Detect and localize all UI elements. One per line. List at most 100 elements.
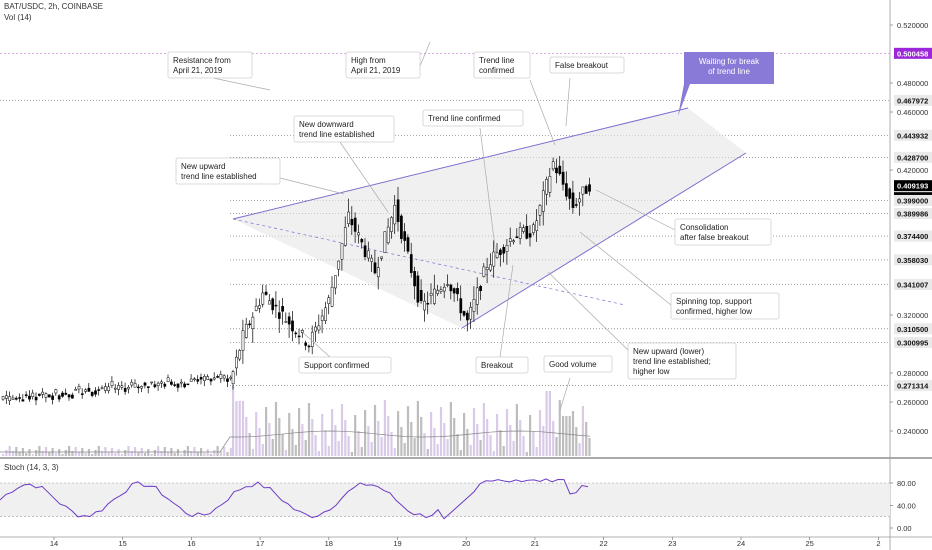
symbol-title[interactable]: BAT/USDC, 2h, COINBASE xyxy=(4,2,103,11)
candle-body xyxy=(574,204,578,206)
volume-bar xyxy=(71,451,74,456)
candle-body xyxy=(320,315,324,321)
annotation-text: New upward (lower) xyxy=(633,347,704,356)
price-label-text: 0.409193 xyxy=(897,182,928,191)
volume-bar xyxy=(486,419,489,456)
lower-trend-line xyxy=(461,152,747,329)
candle-body xyxy=(189,378,193,382)
price-label-box xyxy=(894,151,932,163)
time-axis-tick-label: 21 xyxy=(531,539,539,548)
candle-body xyxy=(462,311,466,316)
volume-bar xyxy=(44,447,48,456)
volume-bar xyxy=(163,447,166,456)
stoch-indicator-label[interactable]: Stoch (14, 3, 3) xyxy=(4,463,59,472)
volume-bar xyxy=(58,449,61,456)
volume-bar xyxy=(130,451,133,456)
volume-bar xyxy=(117,449,120,456)
volume-bar xyxy=(248,433,251,456)
volume-bar xyxy=(265,407,268,456)
stoch-axis-tick-label: 80.00 xyxy=(897,479,916,488)
time-axis-tick-label: 16 xyxy=(187,539,195,548)
annotation-box xyxy=(175,157,281,185)
annotation-leader-line xyxy=(565,77,571,127)
candle-body xyxy=(459,298,463,314)
candle-body xyxy=(226,378,229,382)
candle-body xyxy=(173,384,177,386)
price-axis-tick-label: 0.520000 xyxy=(897,21,928,30)
volume-bar xyxy=(35,450,38,456)
annotation-text: False breakout xyxy=(555,61,609,70)
candle-body xyxy=(193,378,196,381)
volume-bar xyxy=(84,453,87,456)
candle-body xyxy=(291,320,294,332)
candle-body xyxy=(423,300,426,311)
candle-body xyxy=(21,399,25,402)
volume-bar xyxy=(251,449,254,456)
candle-body xyxy=(449,284,453,292)
volume-bar xyxy=(311,419,314,456)
callout-bubble xyxy=(678,52,774,116)
volume-bar xyxy=(548,391,551,456)
volume-bar xyxy=(11,451,15,456)
volume-bar xyxy=(571,411,575,456)
volume-bar xyxy=(38,446,41,456)
annotation-text: confirmed xyxy=(479,66,514,75)
volume-bar xyxy=(180,454,183,456)
candle-body xyxy=(146,386,150,389)
annotation-leader-line xyxy=(499,264,514,358)
volume-bar xyxy=(258,428,261,456)
volume-bar xyxy=(413,438,416,456)
candle-body xyxy=(548,176,552,193)
volume-bar xyxy=(137,452,140,456)
annotation-leader-line xyxy=(419,41,431,67)
time-axis-tick-label: 2 xyxy=(876,539,880,548)
annotation-box xyxy=(422,109,524,127)
candle-body xyxy=(264,291,268,295)
candle-body xyxy=(386,226,390,244)
annotation-leader-line xyxy=(579,231,672,306)
candle-body xyxy=(117,385,120,390)
volume-bar xyxy=(479,440,482,456)
annotation-good-volume: Good volume xyxy=(543,355,613,411)
price-label-text: 0.500458 xyxy=(897,49,928,58)
candle-body xyxy=(90,392,94,396)
volume-bar xyxy=(274,402,278,456)
price-label-text: 0.374400 xyxy=(897,232,928,241)
volume-bar xyxy=(101,451,104,456)
volume-bar xyxy=(585,422,588,456)
candle-body xyxy=(522,227,525,232)
volume-bar xyxy=(298,408,301,456)
volume-bar xyxy=(64,450,67,456)
annotation-leader-line xyxy=(212,77,271,91)
candle-body xyxy=(317,325,321,331)
candle-body xyxy=(203,376,206,381)
time-axis-tick-label: 18 xyxy=(325,539,333,548)
volume-bar xyxy=(588,438,591,456)
volume-bar xyxy=(436,444,439,456)
candle-body xyxy=(469,306,473,320)
volume-bar xyxy=(430,412,433,456)
candle-body xyxy=(584,186,588,194)
annotation-box xyxy=(293,115,395,143)
candle-body xyxy=(222,375,226,379)
volume-bar xyxy=(8,446,11,456)
candle-body xyxy=(558,165,562,175)
price-label-text: 0.443932 xyxy=(897,131,928,140)
volume-bar xyxy=(232,386,235,456)
volume-bar xyxy=(226,452,229,456)
annotation-text: High from xyxy=(351,56,386,65)
volume-bar xyxy=(327,446,330,456)
candle-body xyxy=(376,267,380,278)
candle-body xyxy=(94,390,97,395)
price-label-box xyxy=(894,323,932,335)
annotation-support-confirmed: Support confirmed xyxy=(298,329,392,374)
annotation-leader-line xyxy=(479,127,497,256)
price-label-box xyxy=(894,47,932,59)
annotation-leader-line xyxy=(339,141,389,213)
volume-indicator-label[interactable]: Vol (14) xyxy=(4,13,32,22)
price-axis-tick-label: 0.240000 xyxy=(897,427,928,436)
volume-bar xyxy=(555,437,558,456)
time-axis-tick-label: 22 xyxy=(599,539,607,548)
